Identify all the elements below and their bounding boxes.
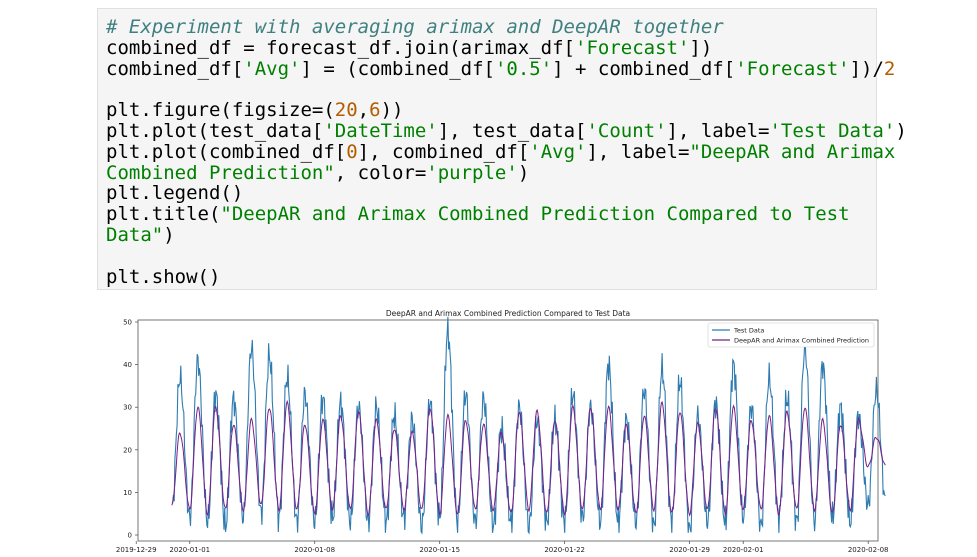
series-layer: [171, 316, 886, 535]
code-token: 'Forecast': [575, 36, 690, 59]
y-tick-label: 0: [128, 532, 132, 540]
code-token: "DeepAR and Arimax Combined Prediction C…: [220, 203, 850, 226]
code-line: plt.show(): [106, 265, 876, 288]
code-line: Combined Prediction", color='purple'): [106, 161, 876, 184]
code-token: 20: [334, 99, 358, 122]
legend-box: [707, 322, 875, 348]
series-test-data-line: [171, 316, 886, 535]
legend-label-test-data: Test Data: [733, 326, 764, 334]
code-token: '0.5': [494, 57, 553, 80]
x-tick-label: 2020-01-08: [294, 546, 335, 554]
code-line: plt.plot(combined_df[0], combined_df['Av…: [106, 140, 895, 163]
x-tick-label: 2020-02-08: [848, 546, 889, 554]
code-token: 6: [369, 99, 381, 122]
code-line: plt.legend(): [106, 183, 876, 204]
code-token: ] + combined_df[: [552, 57, 736, 80]
x-tick-label: 2020-01-22: [544, 546, 585, 554]
code-line: plt.plot(test_data['DateTime'], test_dat…: [106, 119, 907, 142]
code-token: Combined Prediction": [106, 161, 335, 184]
code-token: )): [380, 99, 404, 122]
code-token: ): [517, 161, 530, 184]
x-tick-label: 2020-02-01: [723, 546, 764, 554]
code-token: ,: [357, 99, 370, 122]
code-token: ], test_data[: [437, 119, 587, 142]
series-combined-prediction-line: [171, 399, 886, 517]
code-token: ] = (combined_df[: [300, 57, 495, 80]
code-line: combined_df['Avg'] = (combined_df['0.5']…: [106, 57, 895, 80]
code-token: plt.figure(figsize=(: [106, 99, 335, 122]
code-token: ]): [689, 36, 713, 59]
x-tick-label: 2020-01-01: [169, 546, 210, 554]
code-token: plt.show(): [106, 265, 221, 288]
code-token: plt.plot(test_data[: [106, 119, 324, 142]
code-token: "DeepAR and Arimax: [689, 140, 896, 163]
code-token: 'Avg': [243, 57, 301, 80]
legend: Test Data DeepAR and Arimax Combined Pre…: [707, 322, 875, 348]
code-token: 'Count': [586, 119, 667, 142]
code-line: plt.figure(figsize=(20,6)): [106, 100, 876, 121]
code-line: # Experiment with averaging arimax and D…: [106, 17, 876, 38]
code-token: ])/: [849, 57, 884, 80]
chart-title: DeepAR and Arimax Combined Prediction Co…: [386, 309, 630, 318]
code-token: 'DateTime': [323, 119, 438, 142]
code-token: combined_df = forecast_df.join(arimax_df…: [106, 36, 575, 59]
code-token: plt.title(: [106, 203, 221, 226]
code-token: Data": [106, 223, 164, 246]
y-tick-label: 40: [123, 361, 132, 369]
legend-label-combined-prediction: DeepAR and Arimax Combined Prediction: [734, 336, 869, 344]
y-tick-label: 30: [123, 404, 132, 412]
y-tick-label: 10: [123, 489, 132, 497]
code-token: plt.legend(): [106, 182, 244, 205]
code-token: # Experiment with averaging arimax and D…: [106, 16, 724, 38]
code-token: ): [895, 119, 907, 142]
code-token: 'Forecast': [735, 57, 850, 80]
y-tick-label: 50: [123, 319, 132, 327]
y-axis: 0 10 20 30 40 50: [123, 319, 138, 540]
code-token: 0: [346, 140, 358, 163]
code-token: , color=: [334, 161, 427, 184]
code-token: 'Avg': [529, 140, 587, 163]
code-token: ], combined_df[: [357, 140, 530, 163]
code-token: 'purple': [426, 161, 518, 184]
code-token: ): [163, 223, 175, 246]
code-token: 'Test Data': [769, 119, 896, 142]
code-line: Data"): [106, 225, 876, 246]
x-axis: 2019-12-29 2020-01-01 2020-01-08 2020-01-15…: [116, 541, 889, 554]
x-tick-label: 2019-12-29: [116, 546, 157, 554]
code-block: # Experiment with averaging arimax and D…: [98, 9, 907, 288]
code-token: ], label=: [666, 119, 770, 142]
code-line: combined_df = forecast_df.join(arimax_df…: [106, 36, 876, 59]
code-token: 2: [883, 57, 896, 80]
code-token: combined_df[: [106, 57, 244, 80]
x-tick-label: 2020-01-15: [419, 546, 460, 554]
x-tick-label: 2020-01-29: [669, 546, 710, 554]
y-tick-label: 20: [123, 446, 132, 454]
code-token: ], label=: [586, 140, 690, 163]
code-token: plt.plot(combined_df[: [106, 140, 347, 163]
code-line: plt.title("DeepAR and Arimax Combined Pr…: [106, 204, 876, 225]
code-cell[interactable]: # Experiment with averaging arimax and D…: [97, 8, 907, 290]
